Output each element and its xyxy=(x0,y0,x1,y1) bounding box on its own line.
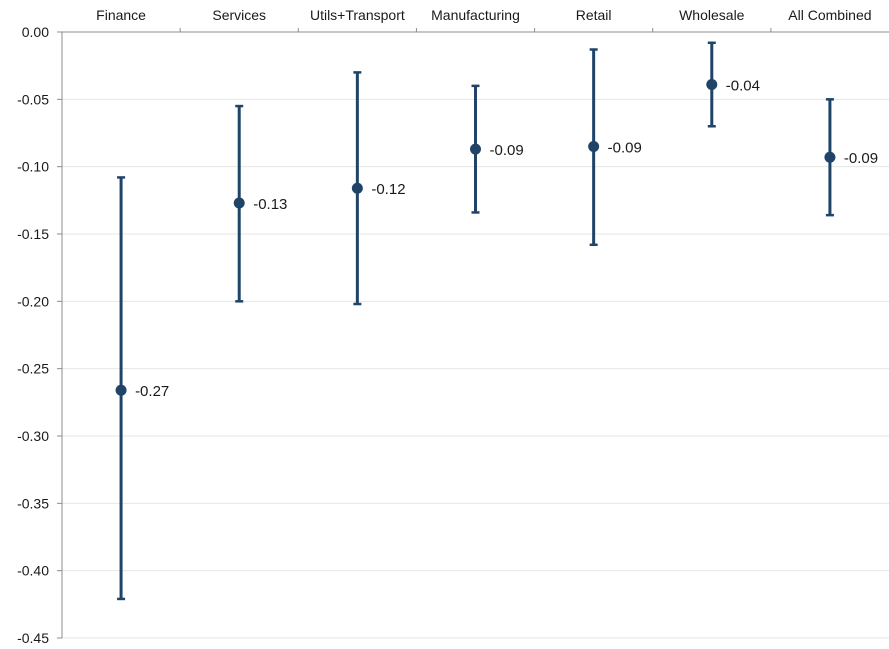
y-tick-label: -0.05 xyxy=(17,91,49,107)
category-label: Finance xyxy=(96,7,146,23)
data-value-label: -0.13 xyxy=(253,196,287,213)
category-label: Manufacturing xyxy=(431,7,520,23)
y-tick-label: 0.00 xyxy=(22,24,49,40)
data-point xyxy=(588,140,600,152)
category-label: All Combined xyxy=(788,7,871,23)
series-points: -0.27 -0.13 -0.12 -0.09 -0.09 -0.04 -0.09 xyxy=(115,41,878,601)
gridlines xyxy=(62,98,889,639)
data-point xyxy=(351,182,363,194)
category-labels: Finance Services Utils+Transport Manufactur… xyxy=(96,7,871,23)
y-tick-label: -0.15 xyxy=(17,226,49,242)
y-tick-labels: 0.00 -0.05 -0.10 -0.15 -0.20 -0.25 -0.30 -0.35 -… xyxy=(17,24,49,646)
y-tick-label: -0.30 xyxy=(17,428,49,444)
y-tick-label: -0.20 xyxy=(17,293,49,309)
data-value-label: -0.12 xyxy=(371,181,405,198)
y-tick-label: -0.25 xyxy=(17,361,49,377)
y-tick-label: -0.40 xyxy=(17,563,49,579)
data-value-label: -0.09 xyxy=(844,150,878,167)
data-point xyxy=(470,143,481,155)
axes xyxy=(57,28,889,639)
y-tick-label: -0.10 xyxy=(17,159,49,175)
data-point xyxy=(233,197,245,209)
data-point xyxy=(115,384,127,396)
data-value-label: -0.04 xyxy=(726,78,760,95)
category-label: Utils+Transport xyxy=(310,7,405,23)
category-label: Services xyxy=(212,7,266,23)
data-point xyxy=(824,151,836,163)
data-value-label: -0.09 xyxy=(608,139,642,156)
y-tick-label: -0.35 xyxy=(17,495,49,511)
category-label: Wholesale xyxy=(679,7,745,23)
data-point xyxy=(706,79,718,91)
category-label: Retail xyxy=(576,7,612,23)
y-tick-label: -0.45 xyxy=(17,630,49,646)
data-value-label: -0.09 xyxy=(490,142,524,159)
data-value-label: -0.27 xyxy=(135,383,169,400)
